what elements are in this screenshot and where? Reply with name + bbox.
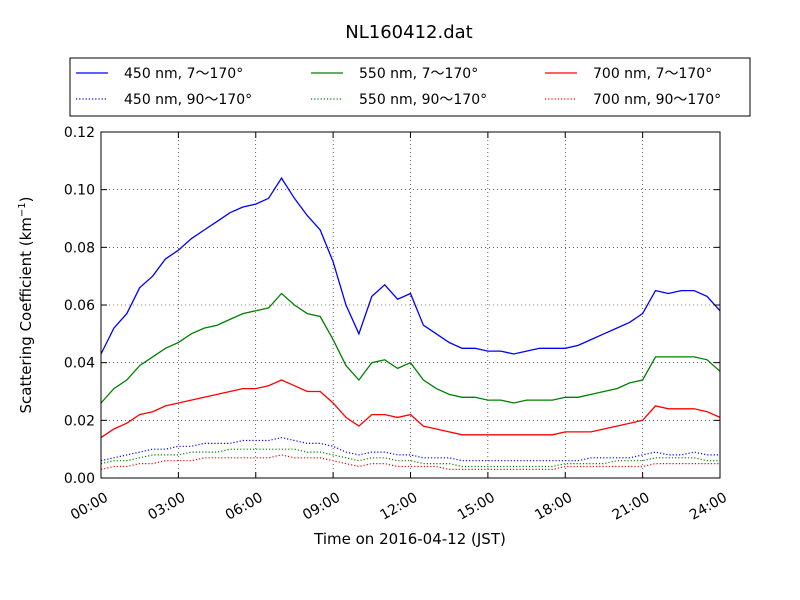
x-tick-label: 06:00 xyxy=(223,490,266,524)
legend-label-3: 550 nm, 7～170° xyxy=(359,66,478,82)
y-tick-label: 0.00 xyxy=(64,471,95,487)
y-tick-label: 0.04 xyxy=(64,356,95,372)
x-tick-label: 21:00 xyxy=(610,490,653,524)
x-axis-label: Time on 2016-04-12 (JST) xyxy=(313,530,506,548)
y-tick-label: 0.10 xyxy=(64,183,95,199)
x-tick-label: 12:00 xyxy=(378,490,421,524)
series-line-2 xyxy=(100,436,720,462)
series-line-4 xyxy=(100,448,720,468)
y-axis-label-end: ) xyxy=(17,196,35,202)
axis-ticks: 0.00 0.02 0.04 0.06 0.08 0.10 0.12 00:00 03:00 06… xyxy=(64,125,730,524)
x-tick-label: 09:00 xyxy=(300,490,343,524)
legend-label-2: 450 nm, 90～170° xyxy=(124,92,252,108)
legend: 450 nm, 7～170° 450 nm, 90～170° 550 nm, 7～1… xyxy=(69,57,751,117)
legend-box xyxy=(69,57,751,117)
series-line-1 xyxy=(100,176,721,355)
y-tick-label: 0.12 xyxy=(64,125,95,141)
y-tick-label: 0.06 xyxy=(64,298,95,314)
x-tick-label: 00:00 xyxy=(68,490,111,524)
y-axis-label-main: Scattering Coefficient (km xyxy=(17,217,35,413)
series-line-6 xyxy=(100,454,720,470)
legend-label-1: 450 nm, 7～170° xyxy=(124,66,243,82)
y-tick-label: 0.02 xyxy=(64,413,95,429)
legend-label-6: 700 nm, 90～170° xyxy=(593,92,721,108)
x-tick-label: 15:00 xyxy=(455,490,498,524)
series-line-3 xyxy=(100,292,721,404)
legend-label-5: 700 nm, 7～170° xyxy=(593,66,712,82)
legend-label-4: 550 nm, 90～170° xyxy=(359,92,487,108)
series-line-5 xyxy=(100,379,721,439)
y-tick-label: 0.08 xyxy=(64,240,95,256)
x-tick-label: 18:00 xyxy=(532,490,575,524)
chart-title: NL160412.dat xyxy=(345,22,472,43)
y-axis-label: Scattering Coefficient (km−1) xyxy=(17,196,35,413)
x-tick-label: 03:00 xyxy=(145,490,188,524)
x-tick-label: 24:00 xyxy=(687,490,730,524)
grid xyxy=(101,132,720,478)
series-lines xyxy=(100,176,721,470)
y-axis-label-superscript: −1 xyxy=(17,202,28,217)
